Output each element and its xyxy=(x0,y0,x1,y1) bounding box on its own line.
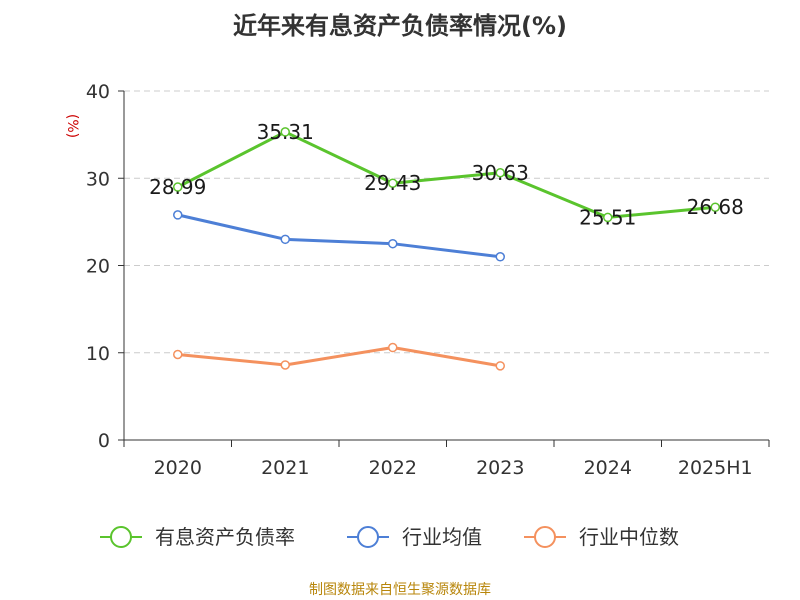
chart-title: 近年来有息资产负债率情况(%) xyxy=(233,12,567,40)
series-layer xyxy=(173,127,720,371)
data-label: 30.63 xyxy=(472,161,529,185)
data-label: 35.31 xyxy=(257,120,314,144)
y-tick-label: 30 xyxy=(86,168,110,190)
x-tick-label: 2025H1 xyxy=(678,457,753,479)
series-point-1 xyxy=(280,127,290,137)
data-label: 29.43 xyxy=(364,171,421,195)
y-tick-label: 0 xyxy=(98,430,110,452)
series-point-3 xyxy=(388,342,398,353)
series-point-3 xyxy=(495,361,505,371)
legend-label-3: 行业中位数 xyxy=(579,525,679,549)
grid-layer xyxy=(124,90,769,354)
source-note: 制图数据来自恒生聚源数据库 xyxy=(309,582,491,598)
y-tick-label: 40 xyxy=(86,81,110,103)
series-point-2 xyxy=(495,252,505,262)
series-point-3 xyxy=(280,360,290,370)
y-axis-unit: (%) xyxy=(64,114,80,138)
axis-layer: 0 10 20 30 40 2020 2021 2022 2023 2024 2025H1 xyxy=(86,81,770,479)
legend-marker-1 xyxy=(110,526,132,548)
series-point-1 xyxy=(495,168,505,178)
series-point-3 xyxy=(173,349,183,360)
legend: 有息资产负债率 行业均值 行业中位数 xyxy=(100,525,679,549)
legend-label-2: 行业均值 xyxy=(402,525,482,549)
x-tick-label: 2022 xyxy=(369,457,417,479)
series-point-2 xyxy=(280,234,290,245)
data-label: 28.99 xyxy=(149,175,206,199)
series-point-1 xyxy=(173,182,183,192)
series-point-2 xyxy=(173,210,183,220)
series-line-2 xyxy=(177,213,501,259)
series-point-2 xyxy=(388,238,398,249)
data-label: 26.68 xyxy=(687,195,744,219)
y-tick-label: 20 xyxy=(86,256,110,278)
series-line-3 xyxy=(177,346,501,368)
x-tick-label: 2020 xyxy=(154,457,202,479)
series-point-1 xyxy=(603,212,613,223)
legend-marker-2 xyxy=(357,526,379,548)
data-label: 25.51 xyxy=(579,205,636,229)
legend-marker-3 xyxy=(534,526,556,548)
x-tick-label: 2021 xyxy=(261,457,309,479)
legend-label-1: 有息资产负债率 xyxy=(155,525,295,549)
series-point-1 xyxy=(710,202,720,212)
series-line-1 xyxy=(177,130,716,219)
label-layer: 28.99 35.31 29.43 30.63 25.51 26.68 xyxy=(149,120,744,230)
y-tick-label: 10 xyxy=(86,343,110,365)
x-tick-label: 2023 xyxy=(476,457,524,479)
x-tick-label: 2024 xyxy=(584,457,632,479)
series-point-1 xyxy=(388,178,398,188)
